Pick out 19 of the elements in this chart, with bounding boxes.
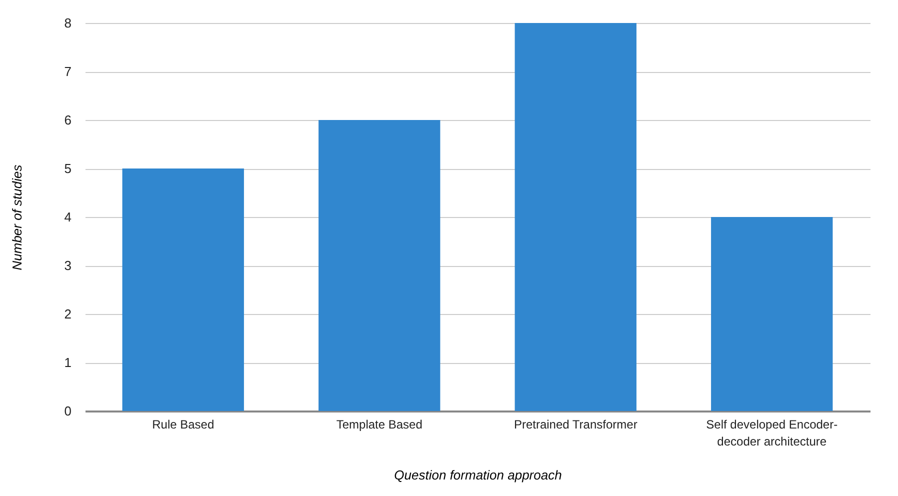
y-tick-label: 2 — [64, 306, 72, 322]
x-axis-title: Question formation approach — [394, 468, 562, 482]
y-tick-label: 7 — [64, 64, 72, 79]
y-tick-label: 3 — [64, 258, 72, 273]
x-tick-label: Self developed Encoder-decoder architecture — [706, 418, 838, 448]
y-tick-label: 1 — [64, 355, 72, 370]
y-tick-label: 5 — [64, 161, 72, 176]
y-axis-title: Number of studies — [9, 164, 24, 270]
bar — [318, 120, 440, 411]
x-tick-label: Pretrained Transformer — [514, 418, 638, 432]
y-tick-label: 4 — [64, 210, 72, 224]
y-tick-label: 6 — [64, 112, 72, 128]
bar — [514, 23, 636, 411]
y-tick-label: 0 — [64, 404, 72, 418]
bar — [711, 217, 833, 411]
bar — [122, 168, 244, 411]
x-tick-label: Template Based — [336, 418, 422, 432]
x-tick-label: Rule Based — [152, 418, 214, 432]
y-tick-label: 8 — [64, 16, 72, 30]
